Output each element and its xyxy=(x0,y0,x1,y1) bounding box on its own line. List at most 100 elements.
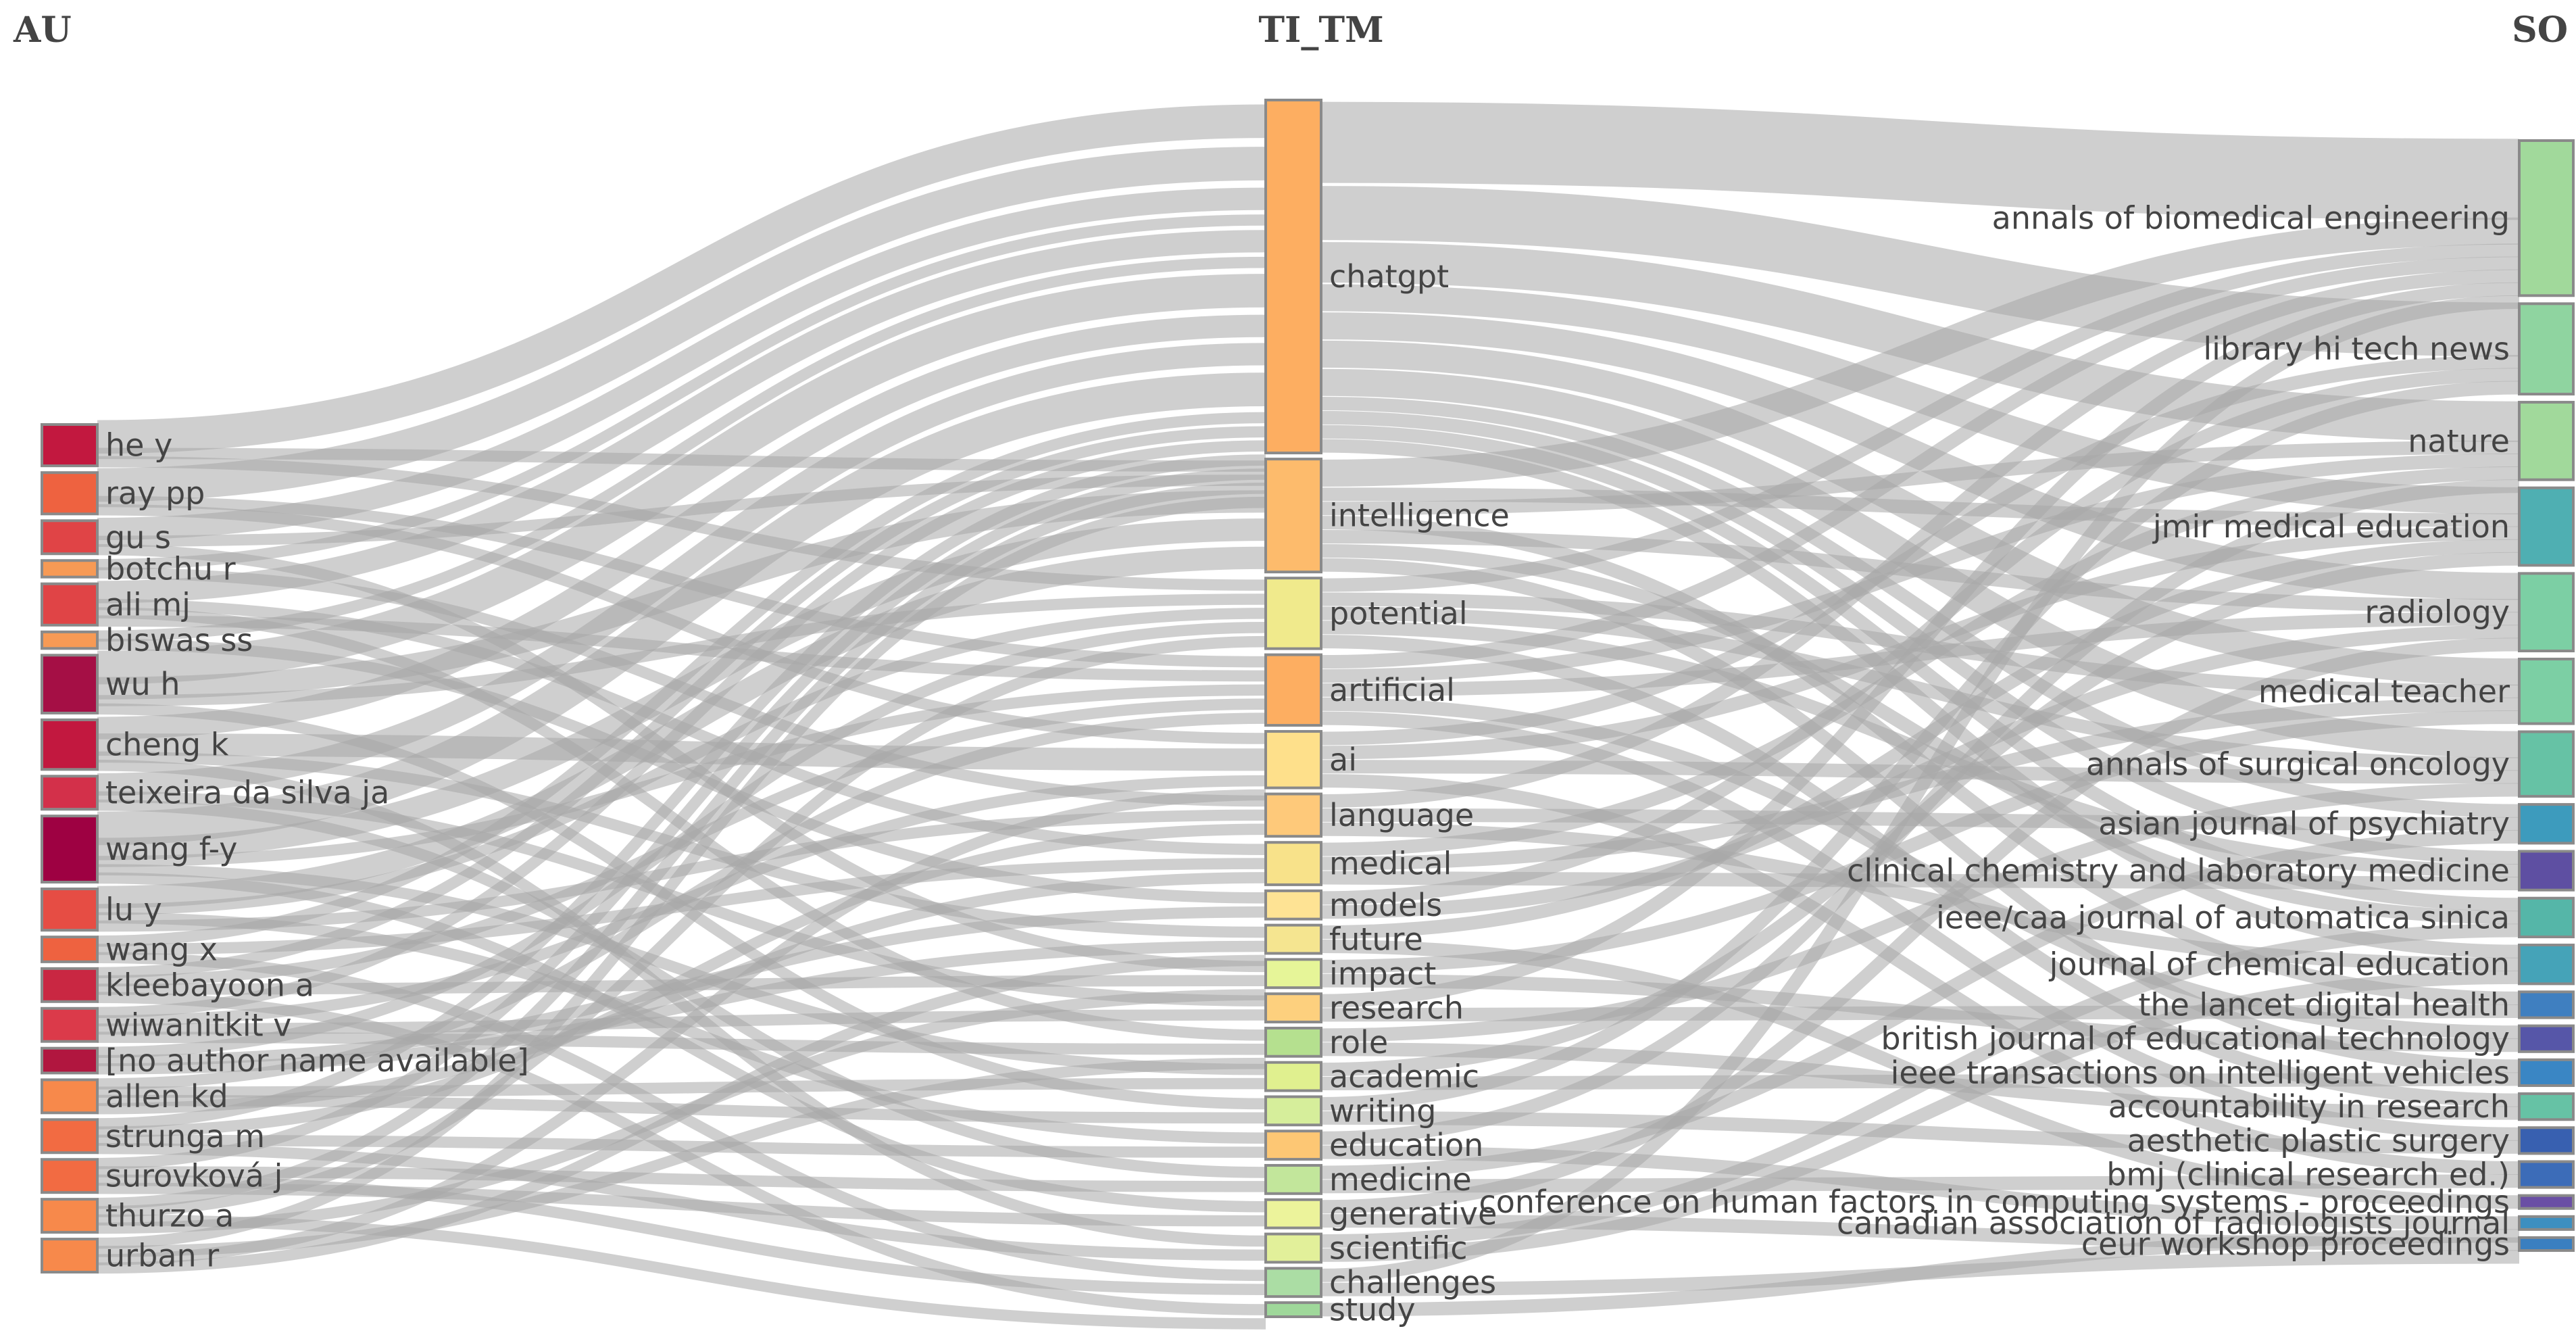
source-node-13[interactable] xyxy=(2518,1058,2575,1088)
topic-node-0[interactable] xyxy=(1264,99,1322,455)
flow-au-to-topic-37 xyxy=(97,412,1266,947)
flow-topic-to-source-7 xyxy=(1320,397,2520,818)
node-columns xyxy=(41,99,2575,1318)
flow-topic-to-source-51 xyxy=(1320,1111,2520,1154)
topic-label-15: medicine xyxy=(1329,1161,1472,1198)
topic-node-13[interactable] xyxy=(1264,1095,1322,1127)
source-node-15[interactable] xyxy=(2518,1126,2575,1155)
source-node-4[interactable] xyxy=(2518,572,2575,653)
author-node-14[interactable] xyxy=(41,1046,99,1075)
author-node-10[interactable] xyxy=(41,888,99,932)
topic-label-12: academic xyxy=(1329,1059,1479,1095)
flow-au-to-topic-40 xyxy=(97,426,1266,979)
flow-au-to-topic-44 xyxy=(97,440,1266,1019)
flow-au-to-topic-34 xyxy=(97,608,1266,915)
topic-node-16[interactable] xyxy=(1264,1198,1322,1230)
author-node-1[interactable] xyxy=(41,471,99,516)
source-node-6[interactable] xyxy=(2518,730,2575,798)
source-label-18: canadian association of radiologists jou… xyxy=(1837,1205,2510,1241)
topic-node-8[interactable] xyxy=(1264,923,1322,955)
source-node-2[interactable] xyxy=(2518,401,2575,481)
source-label-17: conference on human factors in computing… xyxy=(1479,1184,2510,1220)
author-node-7[interactable] xyxy=(41,718,99,771)
author-node-5[interactable] xyxy=(41,630,99,650)
source-node-7[interactable] xyxy=(2518,803,2575,845)
author-node-13[interactable] xyxy=(41,1006,99,1043)
author-node-0[interactable] xyxy=(41,423,99,468)
source-label-6: annals of surgical oncology xyxy=(2086,746,2510,782)
author-label-15: allen kd xyxy=(105,1078,228,1115)
source-node-17[interactable] xyxy=(2518,1194,2575,1210)
source-node-14[interactable] xyxy=(2518,1092,2575,1121)
flow-topic-to-source-14 xyxy=(1320,516,2520,1005)
author-node-9[interactable] xyxy=(41,815,99,884)
author-node-2[interactable] xyxy=(41,519,99,556)
topic-node-7[interactable] xyxy=(1264,889,1322,921)
source-node-8[interactable] xyxy=(2518,850,2575,892)
author-node-8[interactable] xyxy=(41,775,99,811)
topic-node-14[interactable] xyxy=(1264,1130,1322,1161)
flow-au-to-topic-64 xyxy=(97,635,1266,1217)
source-label-19: ceur workshop proceedings xyxy=(2081,1225,2510,1262)
flow-topic-to-source-35 xyxy=(1320,466,2520,856)
topic-node-11[interactable] xyxy=(1264,1026,1322,1058)
topic-node-3[interactable] xyxy=(1264,653,1322,727)
author-node-4[interactable] xyxy=(41,582,99,627)
source-node-10[interactable] xyxy=(2518,944,2575,986)
column-headers: AU TI_TM SO xyxy=(13,9,2568,51)
topic-node-19[interactable] xyxy=(1264,1301,1322,1318)
topic-node-4[interactable] xyxy=(1264,730,1322,790)
source-label-3: jmir medical education xyxy=(2152,508,2510,545)
author-node-16[interactable] xyxy=(41,1118,99,1155)
author-node-12[interactable] xyxy=(41,967,99,1003)
source-node-1[interactable] xyxy=(2518,302,2575,396)
source-node-9[interactable] xyxy=(2518,896,2575,939)
topic-node-10[interactable] xyxy=(1264,992,1322,1023)
author-node-6[interactable] xyxy=(41,654,99,714)
author-node-19[interactable] xyxy=(41,1238,99,1273)
topic-label-2: potential xyxy=(1329,595,1468,631)
author-label-3: botchu r xyxy=(105,550,236,587)
author-label-9: wang f-y xyxy=(105,831,237,867)
flow-topic-to-source-12 xyxy=(1320,487,2520,527)
flow-topic-to-source-39 xyxy=(1320,625,2520,919)
topic-label-16: generative xyxy=(1329,1196,1497,1232)
column-header-so: SO xyxy=(2512,9,2568,51)
source-node-18[interactable] xyxy=(2518,1215,2575,1231)
source-node-0[interactable] xyxy=(2518,139,2575,297)
source-node-19[interactable] xyxy=(2518,1236,2575,1252)
source-node-5[interactable] xyxy=(2518,658,2575,725)
author-node-17[interactable] xyxy=(41,1158,99,1194)
author-node-11[interactable] xyxy=(41,936,99,963)
topic-node-6[interactable] xyxy=(1264,841,1322,886)
author-node-15[interactable] xyxy=(41,1078,99,1115)
flow-topic-to-source-52 xyxy=(1320,479,2520,1145)
topic-node-18[interactable] xyxy=(1264,1267,1322,1298)
topic-node-2[interactable] xyxy=(1264,577,1322,650)
author-label-4: ali mj xyxy=(105,586,191,623)
author-node-3[interactable] xyxy=(41,559,99,579)
topic-node-12[interactable] xyxy=(1264,1061,1322,1092)
author-label-5: biswas ss xyxy=(105,622,253,658)
topic-label-4: ai xyxy=(1329,742,1357,778)
flow-au-to-topic-9 xyxy=(97,214,1266,571)
flow-topic-to-source-20 xyxy=(1320,606,2520,771)
topic-node-1[interactable] xyxy=(1264,458,1322,574)
source-node-11[interactable] xyxy=(2518,990,2575,1019)
author-label-11: wang x xyxy=(105,931,218,968)
topic-node-15[interactable] xyxy=(1264,1164,1322,1195)
topic-label-3: artificial xyxy=(1329,672,1455,708)
author-node-18[interactable] xyxy=(41,1198,99,1234)
topic-label-5: language xyxy=(1329,797,1474,833)
source-label-2: nature xyxy=(2408,422,2510,459)
topic-node-17[interactable] xyxy=(1264,1232,1322,1264)
source-node-3[interactable] xyxy=(2518,486,2575,567)
topic-label-14: education xyxy=(1329,1127,1483,1163)
topic-node-9[interactable] xyxy=(1264,958,1322,990)
topic-node-5[interactable] xyxy=(1264,792,1322,838)
author-label-13: wiwanitkit v xyxy=(105,1006,291,1043)
source-node-12[interactable] xyxy=(2518,1024,2575,1053)
source-node-16[interactable] xyxy=(2518,1160,2575,1189)
